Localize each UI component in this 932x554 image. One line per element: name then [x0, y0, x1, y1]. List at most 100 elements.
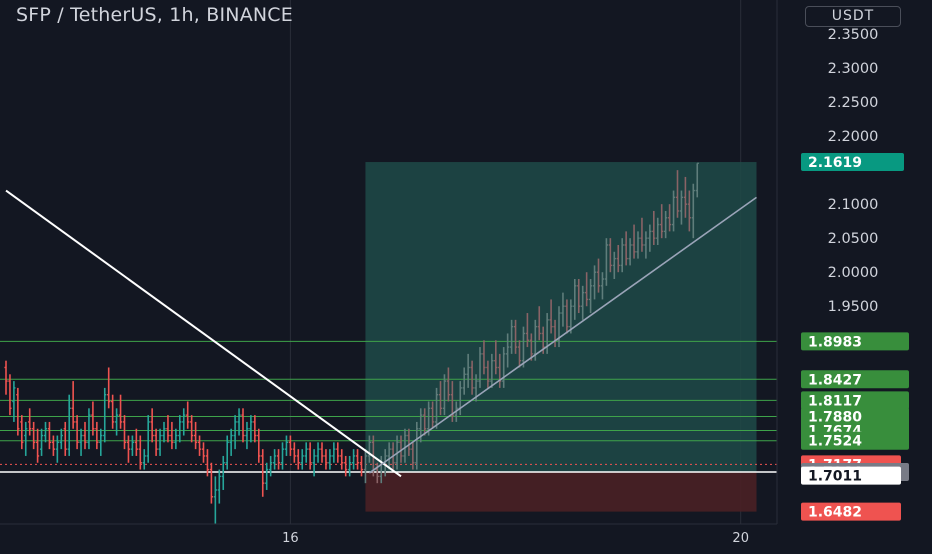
candle	[675, 170, 680, 218]
candle	[664, 210, 668, 239]
candle	[640, 217, 644, 252]
candle	[506, 333, 510, 368]
candle	[316, 442, 320, 463]
candle	[336, 442, 340, 463]
price-tick-label: 1.9500	[828, 299, 879, 315]
candle	[490, 353, 494, 388]
candle	[284, 435, 289, 456]
candle	[241, 408, 245, 443]
candle	[178, 415, 182, 443]
candle	[249, 415, 253, 443]
candle	[190, 415, 194, 443]
candle	[261, 449, 265, 497]
candle	[126, 435, 131, 463]
candle	[656, 217, 660, 245]
candle	[95, 421, 99, 450]
candle	[186, 401, 190, 429]
candle	[628, 238, 632, 266]
candle	[107, 367, 111, 409]
candle	[569, 299, 573, 334]
candle	[340, 449, 344, 470]
candle	[644, 231, 648, 259]
candle	[47, 421, 52, 450]
chart-title: SFP / TetherUS, 1h, BINANCE	[16, 4, 293, 26]
candle	[16, 387, 20, 436]
candle	[253, 415, 257, 443]
candle	[20, 415, 24, 450]
candle	[229, 428, 233, 456]
candle	[648, 224, 652, 252]
price-level-label: 1.7880	[801, 407, 909, 426]
candle	[32, 421, 36, 450]
candle	[521, 326, 526, 368]
candle	[332, 442, 336, 463]
candle	[138, 435, 142, 470]
price-level-label: 1.6482	[801, 502, 901, 521]
candle	[355, 449, 360, 470]
candle	[233, 415, 237, 450]
candle	[415, 421, 419, 470]
candle	[403, 428, 407, 463]
price-level-label-bg	[801, 466, 901, 485]
current-price-label-bg	[801, 153, 904, 172]
candle	[24, 421, 28, 456]
candle	[632, 224, 636, 259]
candle	[683, 176, 687, 218]
price-level-label: 1.7011	[801, 466, 901, 485]
price-level-label: 1.8117	[801, 391, 909, 410]
candle	[450, 381, 454, 422]
candle	[308, 442, 312, 470]
candle	[257, 428, 261, 463]
candle	[288, 435, 292, 456]
price-level-label-text: 1.8983	[808, 334, 862, 350]
candle	[324, 449, 328, 470]
candle	[83, 421, 87, 450]
candle	[221, 455, 225, 490]
profit-zone	[365, 162, 757, 473]
candle	[162, 421, 166, 443]
candle	[111, 394, 115, 429]
price-tick-label: 2.0500	[828, 231, 879, 247]
candle	[209, 462, 213, 504]
candle	[103, 387, 107, 443]
candle	[352, 449, 356, 470]
candle	[691, 183, 695, 239]
price-level-label-text: 1.7011	[808, 469, 862, 485]
candle	[292, 442, 296, 463]
candle	[616, 244, 620, 273]
candle	[367, 435, 371, 463]
candle	[596, 258, 601, 293]
candle	[423, 408, 427, 436]
candle	[71, 381, 75, 429]
candle	[130, 435, 134, 456]
price-level-label-text: 1.6482	[808, 505, 862, 521]
candle	[4, 360, 8, 395]
candle	[517, 340, 522, 368]
candle	[510, 319, 514, 354]
price-level-label-bg	[801, 431, 909, 450]
downtrend-line	[5, 189, 402, 478]
candle	[537, 306, 541, 341]
candle	[624, 231, 628, 266]
candle	[237, 408, 241, 436]
price-tick-label: 2.1000	[828, 197, 879, 213]
currency-selector[interactable]: USDT	[805, 6, 901, 27]
candle	[478, 347, 482, 388]
candle	[486, 360, 490, 388]
candle	[118, 394, 123, 429]
candle	[134, 428, 138, 456]
candle	[671, 190, 676, 232]
candle	[280, 442, 285, 470]
candle	[679, 190, 684, 225]
candle	[265, 462, 269, 490]
candle	[182, 408, 186, 436]
candle	[660, 204, 664, 239]
candle	[55, 435, 59, 463]
price-tick-label: 2.3500	[828, 27, 879, 43]
candle	[462, 367, 466, 395]
candle	[87, 408, 91, 450]
candle	[320, 442, 324, 463]
candle	[466, 353, 470, 388]
